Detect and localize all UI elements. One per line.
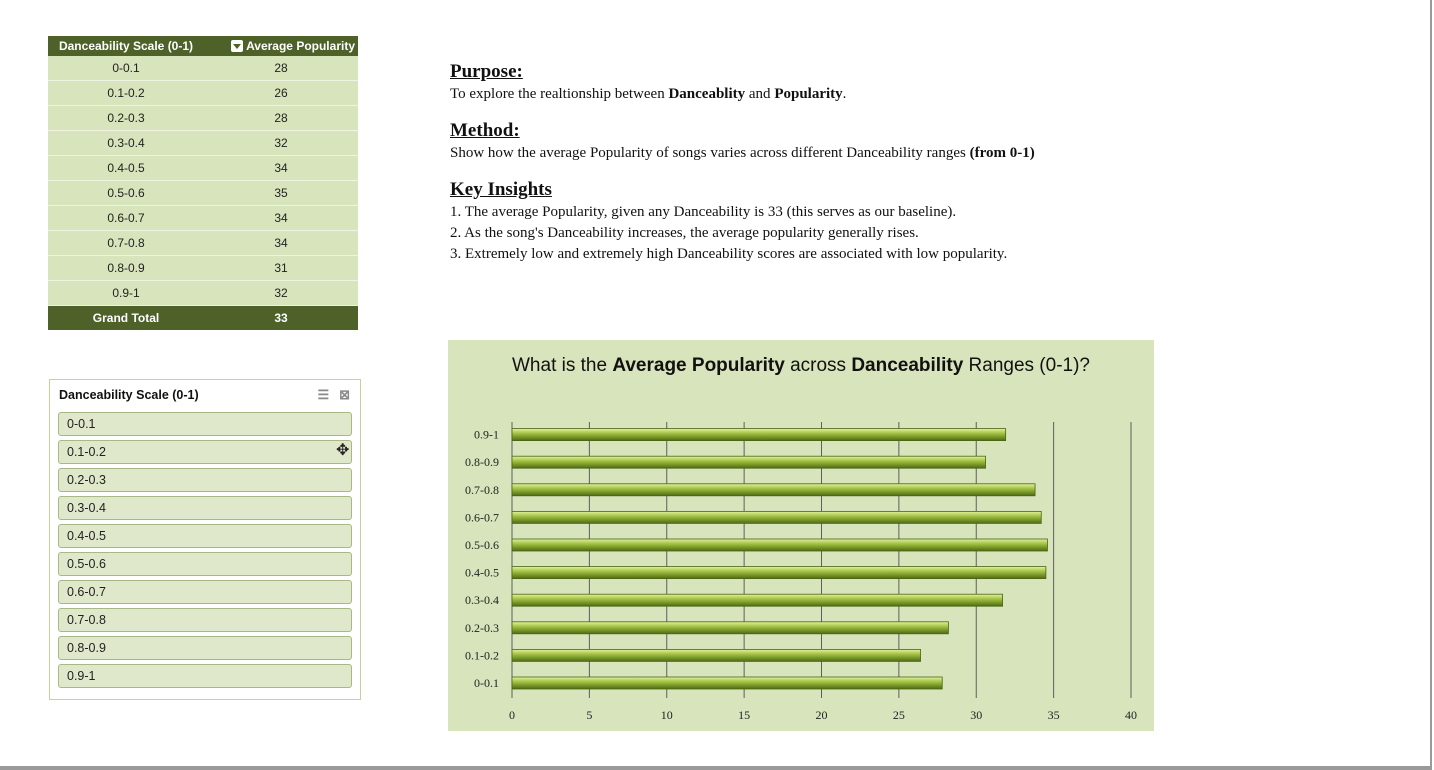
bar-0-0.1[interactable]: [511, 676, 943, 690]
y-category-label: 0.4-0.5: [465, 566, 499, 580]
chart-title: What is the Average Popularity across Da…: [512, 355, 1090, 376]
method-text: Show how the average Popularity of songs…: [450, 145, 1035, 161]
pivot-row: 0-0.1 28: [48, 56, 358, 81]
pivot-body: 0-0.1 28 0.1-0.2 26 0.2-0.3 28 0.3-0.4 32 0.4-0.…: [48, 56, 358, 330]
pivot-row: 0.1-0.2 26: [48, 80, 358, 106]
pivot-value-cell: 32: [204, 280, 358, 306]
pivot-row: 0.4-0.5 34: [48, 155, 358, 181]
pivot-range-cell: 0.8-0.9: [48, 255, 204, 281]
pivot-row: 0.9-1 32: [48, 280, 358, 306]
x-tick-label: 5: [586, 708, 592, 722]
purpose-heading: Purpose:: [450, 61, 523, 82]
y-category-label: 0.7-0.8: [465, 483, 499, 497]
purpose-text: To explore the realtionship between Danc…: [450, 86, 847, 102]
insight-3: 3. Extremely low and extremely high Danc…: [450, 246, 1008, 262]
x-tick-label: 15: [738, 708, 750, 722]
pivot-row: 0.3-0.4 32: [48, 130, 358, 156]
bar-0.3-0.4[interactable]: [511, 593, 1003, 607]
pivot-row: 0.5-0.6 35: [48, 180, 358, 206]
pivot-range-cell: 0-0.1: [48, 56, 204, 81]
slicer-item[interactable]: 0.8-0.9: [58, 636, 352, 660]
slicer-item[interactable]: 0.5-0.6: [58, 552, 352, 576]
x-tick-label: 25: [893, 708, 905, 722]
pivot-header-label: Average Popularity: [246, 39, 355, 53]
y-category-label: 0.8-0.9: [465, 455, 499, 469]
y-category-label: 0.3-0.4: [465, 593, 499, 607]
danceability-slicer: Danceability Scale (0-1) ☰ ⊠ 0-0.1 0.1-0.…: [49, 379, 361, 700]
pivot-range-cell: 0.3-0.4: [48, 130, 204, 156]
pivot-table: Danceability Scale (0-1) Average Popular…: [48, 36, 358, 330]
bar-0.7-0.8[interactable]: [511, 483, 1036, 497]
bar-0.8-0.9[interactable]: [511, 455, 986, 469]
filter-dropdown-icon[interactable]: [231, 40, 244, 52]
slicer-item[interactable]: 0.7-0.8: [58, 608, 352, 632]
x-tick-label: 30: [970, 708, 982, 722]
pivot-range-cell: 0.7-0.8: [48, 230, 204, 256]
pivot-range-cell: 0.5-0.6: [48, 180, 204, 206]
pivot-row: 0.8-0.9 31: [48, 255, 358, 281]
slicer-title: Danceability Scale (0-1): [59, 388, 199, 402]
x-tick-label: 35: [1048, 708, 1060, 722]
slicer-item[interactable]: 0.6-0.7: [58, 580, 352, 604]
pivot-range-cell: 0.4-0.5: [48, 155, 204, 181]
bar-0.1-0.2[interactable]: [511, 648, 921, 662]
slicer-items: 0-0.1 0.1-0.2 0.2-0.3 0.3-0.4 0.4-0.5 0.5-0.6…: [50, 412, 360, 688]
slicer-item[interactable]: 0-0.1: [58, 412, 352, 436]
y-category-label: 0.2-0.3: [465, 621, 499, 635]
pivot-value-cell: 34: [204, 230, 358, 256]
slicer-item[interactable]: 0.9-1: [58, 664, 352, 688]
pivot-range-cell: 0.6-0.7: [48, 205, 204, 231]
chart-plot: 0 5 10 15 20 25 30 35 40 0-0.1 0.1-0.2 0.2-0.3 0.3-0…: [465, 422, 1137, 722]
pivot-grand-total-row: Grand Total 33: [48, 305, 358, 330]
bar-0.4-0.5[interactable]: [511, 566, 1047, 580]
clear-filter-icon[interactable]: ⊠: [339, 387, 350, 402]
pivot-range-cell: 0.1-0.2: [48, 80, 204, 106]
pivot-value-cell: 34: [204, 205, 358, 231]
popularity-bar-chart[interactable]: What is the Average Popularity across Da…: [448, 340, 1154, 731]
slicer-item[interactable]: 0.2-0.3: [58, 468, 352, 492]
notes-panel: Purpose: To explore the realtionship bet…: [450, 60, 1210, 265]
pivot-row: 0.2-0.3 28: [48, 105, 358, 131]
window-edge-bottom: [0, 766, 1432, 770]
y-category-label: 0.9-1: [474, 428, 499, 442]
pivot-range-cell: 0.9-1: [48, 280, 204, 306]
grand-total-label: Grand Total: [48, 305, 204, 330]
bar-0.9-1[interactable]: [511, 428, 1007, 441]
y-category-label: 0-0.1: [474, 676, 499, 690]
x-tick-label: 0: [509, 708, 515, 722]
pivot-value-cell: 28: [204, 56, 358, 81]
bar-0.2-0.3[interactable]: [511, 621, 949, 635]
slicer-item[interactable]: 0.3-0.4: [58, 496, 352, 520]
pivot-value-cell: 34: [204, 155, 358, 181]
pivot-value-cell: 28: [204, 105, 358, 131]
pivot-value-cell: 35: [204, 180, 358, 206]
slicer-header: Danceability Scale (0-1) ☰ ⊠: [50, 380, 360, 410]
slicer-item[interactable]: 0.4-0.5: [58, 524, 352, 548]
insight-2: 2. As the song's Danceability increases,…: [450, 225, 919, 241]
pivot-row: 0.6-0.7 34: [48, 205, 358, 231]
window-edge-right: [1430, 0, 1432, 770]
y-category-label: 0.5-0.6: [465, 538, 499, 552]
move-cursor-icon: ✥: [336, 442, 350, 459]
pivot-value-cell: 31: [204, 255, 358, 281]
x-tick-label: 20: [816, 708, 828, 722]
x-tick-label: 10: [661, 708, 673, 722]
pivot-value-cell: 26: [204, 80, 358, 106]
method-heading: Method:: [450, 120, 520, 141]
bar-0.6-0.7[interactable]: [511, 510, 1042, 524]
insights-heading: Key Insights: [450, 179, 552, 200]
pivot-header-popularity[interactable]: Average Popularity: [204, 36, 358, 56]
pivot-header-range: Danceability Scale (0-1): [48, 36, 204, 56]
insight-1: 1. The average Popularity, given any Dan…: [450, 204, 957, 220]
y-category-label: 0.6-0.7: [465, 510, 499, 524]
x-tick-label: 40: [1125, 708, 1137, 722]
pivot-value-cell: 32: [204, 130, 358, 156]
grand-total-value: 33: [204, 305, 358, 330]
slicer-item[interactable]: 0.1-0.2: [58, 440, 352, 464]
pivot-row: 0.7-0.8 34: [48, 230, 358, 256]
multi-select-icon[interactable]: ☰: [317, 387, 330, 402]
y-category-label: 0.1-0.2: [465, 648, 499, 662]
bar-0.5-0.6[interactable]: [511, 538, 1048, 552]
pivot-range-cell: 0.2-0.3: [48, 105, 204, 131]
